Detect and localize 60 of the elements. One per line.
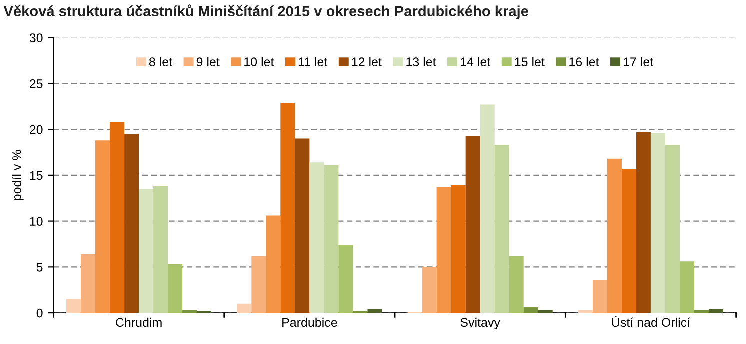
x-tick-label: Chrudim [116,318,162,328]
bar [252,256,266,314]
legend-label: 14 let [461,57,491,67]
bar [650,133,666,314]
bar [592,280,608,314]
x-tick-label: Ústí nad Orlicí [612,316,691,328]
bar [480,104,495,314]
bar [524,308,538,314]
bar [96,140,110,314]
y-tick-label: 20 [30,125,43,134]
x-tick-label: Svitavy [460,318,500,330]
bar [451,186,466,314]
bar [578,310,593,314]
bar [622,169,636,314]
legend-label: 13 let [406,57,436,67]
bar [538,310,553,314]
bar [436,187,452,314]
y-tick-label: 30 [30,34,43,42]
bar [494,145,510,314]
bar [422,267,437,314]
legend-label: 9 let [196,57,220,67]
y-axis-title: podíl v % [12,150,24,200]
y-tick-label: 25 [30,80,43,88]
bar [368,309,382,314]
bar [110,122,125,314]
bar [636,132,651,314]
bar [266,216,281,314]
x-tick-label: Pardubice [282,318,338,328]
bar [182,310,198,314]
bar [168,264,183,314]
bar [310,162,324,314]
legend-label: 12 let [352,57,382,67]
legend-label: 8 let [149,57,172,67]
bar [509,256,524,314]
bar [680,262,694,314]
bar [607,158,622,314]
bar [124,134,140,314]
bar [139,189,154,314]
y-tick-label: 10 [30,217,43,226]
bar [466,136,480,314]
bar [324,165,339,314]
y-tick-label: 5 [36,263,43,272]
bar [280,102,296,314]
y-tick-label: 15 [30,171,43,180]
bar [694,310,709,314]
bar [295,138,310,314]
chart-title: Věková struktura účastníků Miniščítání 2015 v okresech Pardubického kraje [4,4,528,20]
legend-label: 15 let [515,57,545,67]
y-tick-label: 0 [36,308,43,318]
bar [154,186,168,314]
bar [237,304,252,314]
legend-label: 11 let [298,57,328,67]
legend-label: 16 let [570,57,600,67]
bar [338,245,354,314]
legend-label: 17 let [624,57,654,67]
bar [665,145,680,314]
bar [81,254,96,314]
bar [66,299,82,314]
bar [709,309,724,314]
legend-label: 10 let [244,57,274,67]
